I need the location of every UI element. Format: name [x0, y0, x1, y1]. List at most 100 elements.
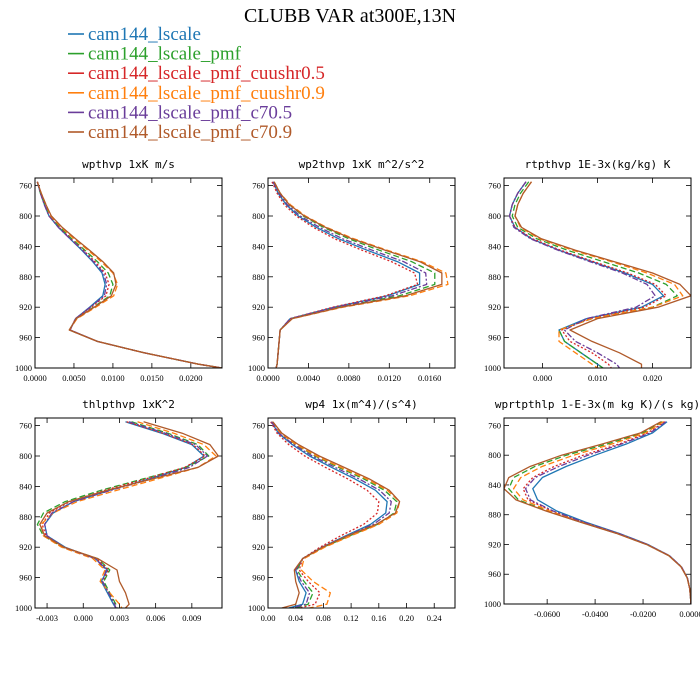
panel-4: wp4 1x(m^4)/(s^4)76080084088092096010000… — [248, 398, 456, 623]
panel-title: wpthvp 1xK m/s — [82, 158, 175, 171]
panel-title: rtpthvp 1E-3x(kg/kg) K — [525, 158, 671, 171]
y-tick-label: 760 — [19, 421, 32, 431]
series-group — [508, 181, 691, 368]
series-line-5 — [504, 421, 691, 604]
series-line-3 — [36, 181, 222, 368]
y-tick-label: 920 — [19, 542, 32, 552]
panel-title: wp4 1x(m^4)/(s^4) — [305, 398, 418, 411]
series-line-5 — [272, 421, 401, 608]
y-tick-label: 920 — [488, 302, 501, 312]
legend-label-3: cam144_lscale_pmf_cuushr0.9 — [88, 83, 325, 104]
y-tick-label: 760 — [252, 421, 265, 431]
legend-label-1: cam144_lscale_pmf — [88, 44, 242, 65]
series-line-4 — [44, 421, 209, 608]
x-tick-label: -0.0600 — [534, 609, 560, 619]
series-line-5 — [514, 181, 691, 368]
y-tick-label: 840 — [19, 481, 32, 491]
panel-title: wp2thvp 1xK m^2/s^2 — [299, 158, 425, 171]
panel-0: wpthvp 1xK m/s76080084088092096010000.00… — [15, 158, 223, 383]
y-tick-label: 800 — [488, 450, 501, 460]
y-tick-label: 960 — [252, 333, 265, 343]
y-tick-label: 1000 — [484, 363, 501, 373]
plot-frame — [34, 177, 223, 369]
legend-label-0: cam144_lscale — [88, 24, 201, 45]
series-line-0 — [270, 421, 388, 608]
y-tick-label: 760 — [488, 420, 501, 430]
series-line-1 — [273, 181, 436, 368]
x-tick-label: -0.0200 — [630, 609, 656, 619]
y-tick-label: 1000 — [248, 363, 265, 373]
y-tick-label: 800 — [19, 451, 32, 461]
y-tick-label: 920 — [488, 539, 501, 549]
series-line-1 — [271, 421, 398, 608]
series-line-1 — [36, 181, 222, 368]
series-line-5 — [36, 181, 222, 368]
series-line-2 — [36, 181, 222, 368]
y-tick-label: 840 — [488, 241, 501, 251]
panel-5: wprtpthlp 1-E-3x(m kg K)/(s kg) 760 800 840… — [484, 398, 700, 619]
y-tick-label: 1000 — [484, 599, 501, 609]
series-line-1 — [511, 181, 678, 368]
x-tick-label: 0.006 — [146, 613, 165, 623]
series-line-2 — [41, 421, 206, 608]
x-tick-label: 0.0000 — [23, 373, 46, 383]
x-tick-label: 0.0100 — [101, 373, 124, 383]
x-tick-label: 0.0120 — [378, 373, 401, 383]
y-tick-label: 800 — [488, 211, 501, 221]
x-tick-label: 0.0150 — [140, 373, 163, 383]
series-line-4 — [270, 421, 392, 608]
legend-label-2: cam144_lscale_pmf_cuushr0.5 — [88, 63, 325, 84]
y-tick-label: 880 — [19, 272, 32, 282]
plot-frame — [503, 417, 692, 605]
series-line-0 — [36, 181, 222, 368]
x-tick-label: 0.003 — [110, 613, 129, 623]
x-tick-label: -0.003 — [36, 613, 58, 623]
legend: cam144_lscalecam144_lscale_pmfcam144_lsc… — [68, 24, 325, 143]
y-tick-label: 800 — [19, 211, 32, 221]
y-tick-label: 840 — [252, 481, 265, 491]
x-tick-label: 0.010 — [588, 373, 607, 383]
panel-1: wp2thvp 1xK m^2/s^2 760 800 840 880 920 960 100… — [248, 158, 456, 383]
x-tick-label: 0.0080 — [337, 373, 360, 383]
y-tick-label: 880 — [252, 272, 265, 282]
y-tick-label: 960 — [488, 569, 501, 579]
y-tick-label: 760 — [488, 181, 501, 191]
series-line-3 — [271, 421, 401, 608]
x-tick-label: 0.020 — [643, 373, 662, 383]
panel-title: thlpthvp 1xK^2 — [82, 398, 175, 411]
series-line-3 — [273, 181, 449, 368]
legend-label-4: cam144_lscale_pmf_c70.5 — [88, 102, 292, 123]
series-line-1 — [36, 421, 210, 608]
x-tick-label: 0.0160 — [418, 373, 441, 383]
x-tick-label: 0.20 — [399, 613, 414, 623]
y-tick-label: 800 — [252, 211, 265, 221]
plot-frame — [34, 417, 223, 609]
y-tick-label: 840 — [252, 241, 265, 251]
panel-2: rtpthvp 1E-3x(kg/kg) K 760 800 840 880 920 960… — [484, 158, 692, 383]
series-group — [504, 421, 691, 604]
plot-frame — [267, 177, 456, 369]
x-tick-label: 0.000 — [533, 373, 552, 383]
x-tick-label: 0.0200 — [179, 373, 202, 383]
x-tick-label: 0.0000 — [679, 609, 700, 619]
y-tick-label: 880 — [252, 512, 265, 522]
y-tick-label: 840 — [19, 241, 32, 251]
panel-title: wprtpthlp 1-E-3x(m kg K)/(s kg) — [495, 398, 700, 411]
y-tick-label: 880 — [488, 510, 501, 520]
legend-label-5: cam144_lscale_pmf_c70.9 — [88, 122, 292, 143]
panel-3: thlpthvp 1xK^2 760 800 840 880 920 960 1000 -0.0… — [15, 398, 223, 623]
series-line-0 — [44, 421, 205, 608]
y-tick-label: 760 — [252, 181, 265, 191]
y-tick-label: 960 — [19, 333, 32, 343]
series-line-5 — [39, 421, 220, 608]
x-tick-label: 0.00 — [261, 613, 276, 623]
figure-title: CLUBB VAR at300E,13N — [244, 5, 456, 27]
series-line-2 — [271, 181, 419, 368]
plot-frame — [503, 177, 692, 369]
series-line-5 — [273, 181, 443, 368]
y-tick-label: 960 — [488, 333, 501, 343]
plot-frame — [267, 417, 456, 609]
y-tick-label: 840 — [488, 480, 501, 490]
x-tick-label: 0.0040 — [297, 373, 320, 383]
